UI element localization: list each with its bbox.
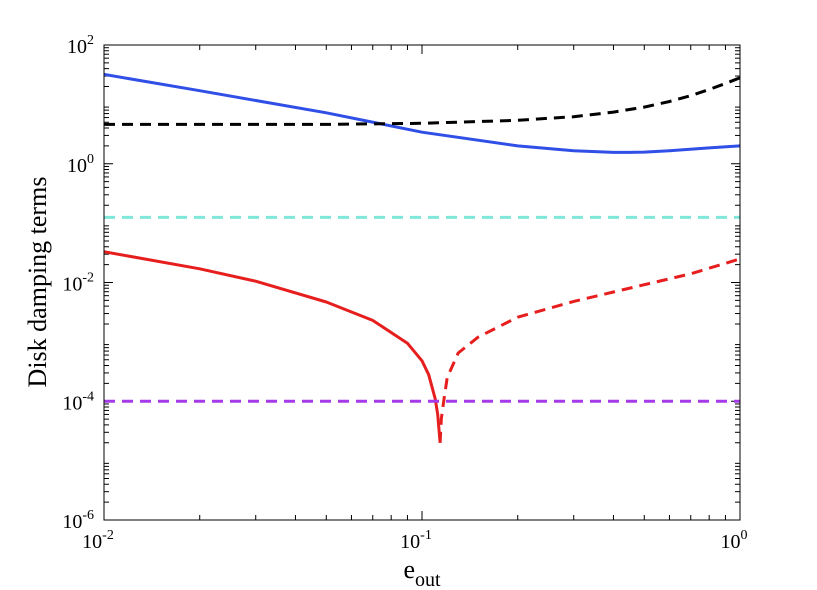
series-line-5	[438, 257, 740, 443]
y-tick-label: 100	[67, 152, 94, 177]
series-layer	[104, 72, 740, 443]
y-tick-labels: 10-6 10-4 10-2 100 102	[62, 33, 94, 533]
x-tick-label: 100	[721, 528, 748, 553]
y-tick-label: 10-4	[62, 389, 94, 414]
x-tick-label: 10-1	[400, 528, 432, 553]
y-axis-label: Disk damping terms	[23, 177, 52, 388]
y-tick-label: 10-6	[62, 508, 94, 533]
minor-ticks	[104, 45, 740, 520]
series-line-4	[104, 250, 442, 443]
series-line-2	[104, 76, 740, 126]
y-tick-label: 10-2	[62, 271, 94, 296]
series-line-1	[104, 72, 740, 154]
x-tick-label: 10-2	[82, 528, 114, 553]
x-axis-label: eout	[403, 555, 441, 590]
major-ticks	[103, 44, 741, 521]
plot-frame	[103, 44, 741, 521]
x-tick-labels: 10-2 10-1 100	[82, 528, 747, 553]
x-axis-label-subscript: out	[415, 569, 441, 590]
x-axis-label-main: e	[403, 555, 415, 584]
y-tick-label: 102	[67, 33, 94, 58]
plot-area	[103, 44, 741, 521]
